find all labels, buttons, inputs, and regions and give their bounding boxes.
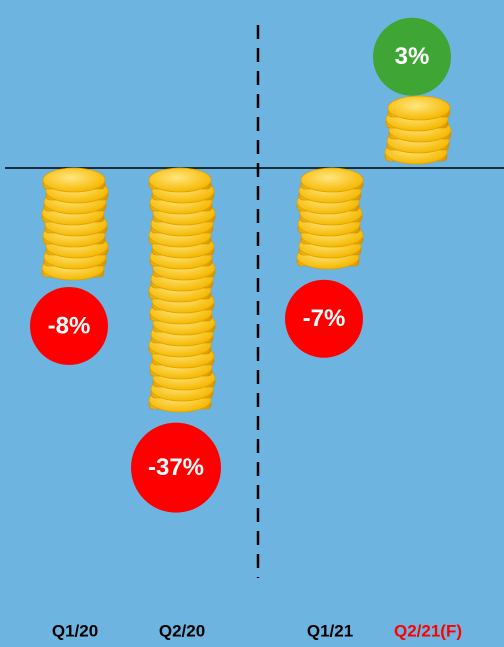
- value-badge: [373, 17, 451, 96]
- coin-face: [300, 167, 364, 193]
- value-label: 3%: [395, 43, 430, 70]
- coin-stack: [384, 95, 452, 165]
- coin-face: [387, 95, 451, 121]
- coin-stack: [41, 167, 109, 281]
- x-tick-label: Q1/21: [307, 621, 353, 640]
- coin-face: [42, 167, 106, 193]
- value-badge: [30, 287, 108, 366]
- value-label: -8%: [48, 312, 91, 339]
- value-label: -37%: [148, 454, 204, 481]
- value-badge: [131, 422, 221, 513]
- value-label: -7%: [303, 305, 346, 332]
- x-tick-label: Q2/21(F): [394, 621, 462, 640]
- coin-stack: [296, 167, 364, 270]
- value-badge: [285, 279, 363, 358]
- coin-face: [148, 167, 212, 193]
- x-tick-label: Q1/20: [52, 621, 98, 640]
- coin-stack: [148, 167, 216, 413]
- x-tick-label: Q2/20: [159, 621, 205, 640]
